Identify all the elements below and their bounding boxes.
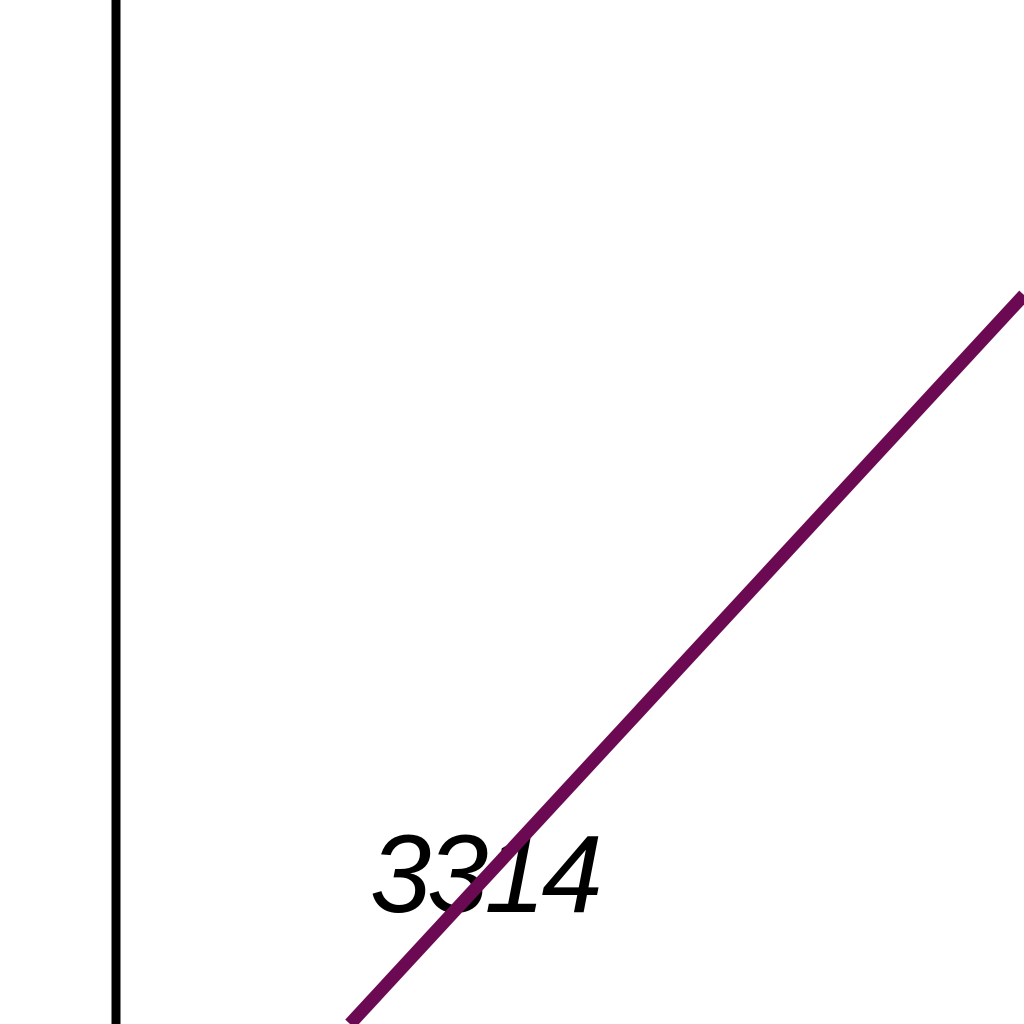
route-line bbox=[345, 290, 1024, 1024]
